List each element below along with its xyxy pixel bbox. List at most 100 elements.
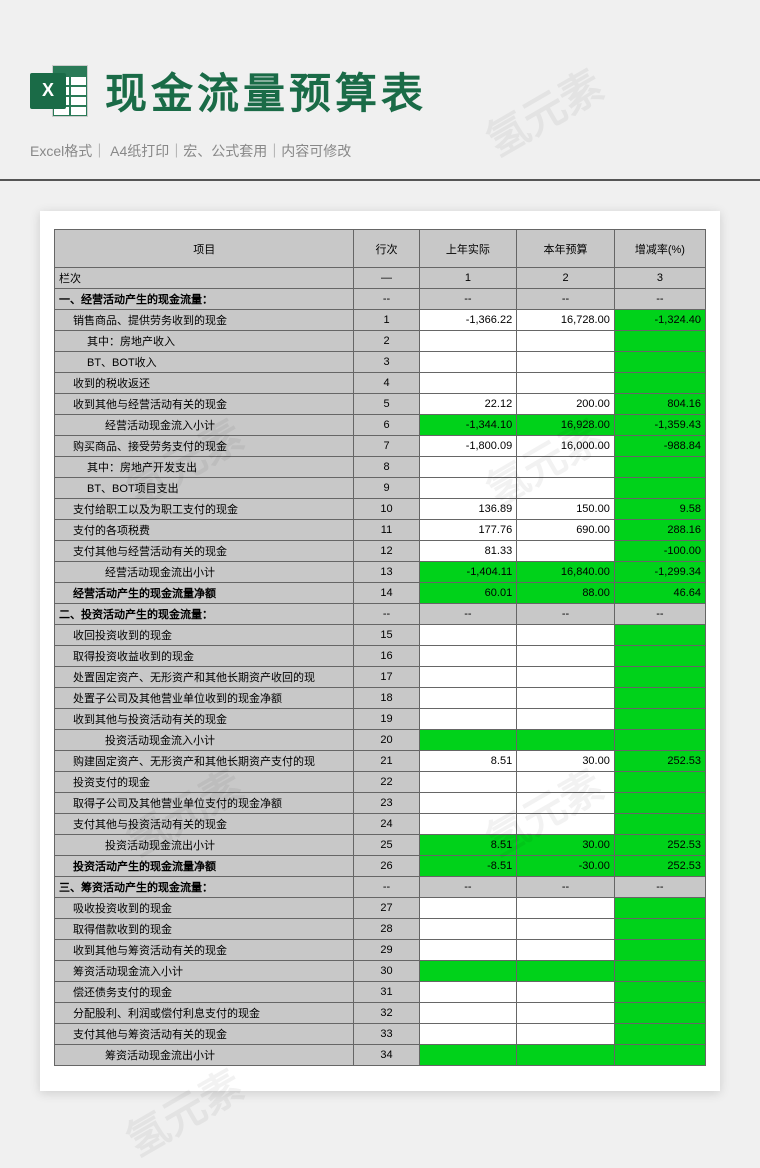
cell-item: 经营活动产生的现金流量净额	[55, 583, 354, 604]
table-row: 投资活动现金流入小计20	[55, 730, 706, 751]
cell-rownum: 24	[354, 814, 419, 835]
table-row: 偿还债务支付的现金31	[55, 982, 706, 1003]
cell-item: 支付其他与筹资活动有关的现金	[55, 1024, 354, 1045]
cell-item: 收到其他与筹资活动有关的现金	[55, 940, 354, 961]
table-row: 支付其他与投资活动有关的现金24	[55, 814, 706, 835]
table-row: 处置子公司及其他营业单位收到的现金净额18	[55, 688, 706, 709]
cell-value	[614, 688, 705, 709]
cell-value	[517, 646, 615, 667]
cell-value: 3	[614, 268, 705, 289]
cell-item: 筹资活动现金流出小计	[55, 1045, 354, 1066]
cell-value	[517, 940, 615, 961]
cell-item: 其中：房地产开发支出	[55, 457, 354, 478]
cell-item: 取得投资收益收到的现金	[55, 646, 354, 667]
col-change: 增减率(%)	[614, 230, 705, 268]
cell-value	[517, 373, 615, 394]
table-row: 销售商品、提供劳务收到的现金1-1,366.2216,728.00-1,324.…	[55, 310, 706, 331]
cell-item: BT、BOT收入	[55, 352, 354, 373]
table-row: 栏次—123	[55, 268, 706, 289]
table-row: 处置固定资产、无形资产和其他长期资产收回的现17	[55, 667, 706, 688]
cell-rownum: 14	[354, 583, 419, 604]
cell-item: 二、投资活动产生的现金流量：	[55, 604, 354, 625]
table-row: 投资支付的现金22	[55, 772, 706, 793]
cell-value	[614, 814, 705, 835]
cell-value: 30.00	[517, 751, 615, 772]
excel-badge: X	[30, 73, 66, 109]
cell-value: 150.00	[517, 499, 615, 520]
cell-value	[614, 793, 705, 814]
cell-value	[614, 331, 705, 352]
cell-value	[517, 793, 615, 814]
cell-rownum: 30	[354, 961, 419, 982]
col-item: 项目	[55, 230, 354, 268]
table-row: 支付给职工以及为职工支付的现金10136.89150.009.58	[55, 499, 706, 520]
cell-rownum: 33	[354, 1024, 419, 1045]
cell-value	[419, 898, 517, 919]
table-row: 筹资活动现金流出小计34	[55, 1045, 706, 1066]
cell-value	[517, 982, 615, 1003]
table-row: 其中：房地产收入2	[55, 331, 706, 352]
cell-rownum: 25	[354, 835, 419, 856]
table-row: 支付其他与筹资活动有关的现金33	[55, 1024, 706, 1045]
cell-value: 60.01	[419, 583, 517, 604]
table-row: 收到其他与投资活动有关的现金19	[55, 709, 706, 730]
cell-value	[614, 961, 705, 982]
cell-item: 收回投资收到的现金	[55, 625, 354, 646]
cell-value: 8.51	[419, 751, 517, 772]
cell-rownum: 9	[354, 478, 419, 499]
cell-value: --	[517, 877, 615, 898]
table-row: 分配股利、利润或偿付利息支付的现金32	[55, 1003, 706, 1024]
cell-value: -1,800.09	[419, 436, 517, 457]
table-row: 三、筹资活动产生的现金流量：--------	[55, 877, 706, 898]
cell-value: --	[517, 289, 615, 310]
cell-item: 其中：房地产收入	[55, 331, 354, 352]
cell-value	[614, 898, 705, 919]
cell-rownum: 22	[354, 772, 419, 793]
cell-value	[419, 457, 517, 478]
cell-value	[419, 373, 517, 394]
cell-rownum: 32	[354, 1003, 419, 1024]
table-row: 收到其他与筹资活动有关的现金29	[55, 940, 706, 961]
cell-value: -1,404.11	[419, 562, 517, 583]
cell-rownum: 12	[354, 541, 419, 562]
cell-value	[419, 1024, 517, 1045]
cell-value	[614, 772, 705, 793]
cell-item: 收到其他与经营活动有关的现金	[55, 394, 354, 415]
cell-item: 吸收投资收到的现金	[55, 898, 354, 919]
cell-item: 投资活动现金流出小计	[55, 835, 354, 856]
cell-value	[614, 1003, 705, 1024]
cell-item: 经营活动现金流出小计	[55, 562, 354, 583]
cell-value	[419, 709, 517, 730]
cell-value: 9.58	[614, 499, 705, 520]
cell-rownum: —	[354, 268, 419, 289]
cell-value	[517, 772, 615, 793]
cell-value	[419, 667, 517, 688]
col-lastyear: 上年实际	[419, 230, 517, 268]
cell-item: 支付给职工以及为职工支付的现金	[55, 499, 354, 520]
page-subtitle: Excel格式｜ A4纸打印｜宏、公式套用｜内容可修改	[0, 141, 760, 181]
cell-value: --	[419, 604, 517, 625]
table-row: 经营活动产生的现金流量净额1460.0188.0046.64	[55, 583, 706, 604]
cell-value: 690.00	[517, 520, 615, 541]
table-row: 购建固定资产、无形资产和其他长期资产支付的现218.5130.00252.53	[55, 751, 706, 772]
cell-rownum: --	[354, 604, 419, 625]
cell-value	[517, 625, 615, 646]
cell-item: 偿还债务支付的现金	[55, 982, 354, 1003]
cell-value	[419, 940, 517, 961]
cell-rownum: 5	[354, 394, 419, 415]
table-row: 一、经营活动产生的现金流量：--------	[55, 289, 706, 310]
cell-value	[517, 541, 615, 562]
cell-item: 收到的税收返还	[55, 373, 354, 394]
cell-rownum: 11	[354, 520, 419, 541]
cell-value: -1,344.10	[419, 415, 517, 436]
cell-item: 取得借款收到的现金	[55, 919, 354, 940]
cell-value	[517, 331, 615, 352]
cell-value	[419, 625, 517, 646]
cell-item: 支付其他与经营活动有关的现金	[55, 541, 354, 562]
cell-rownum: --	[354, 877, 419, 898]
cell-item: 投资活动现金流入小计	[55, 730, 354, 751]
cell-item: 投资活动产生的现金流量净额	[55, 856, 354, 877]
cell-value: 46.64	[614, 583, 705, 604]
excel-icon: X	[30, 61, 90, 121]
cell-value	[614, 1024, 705, 1045]
